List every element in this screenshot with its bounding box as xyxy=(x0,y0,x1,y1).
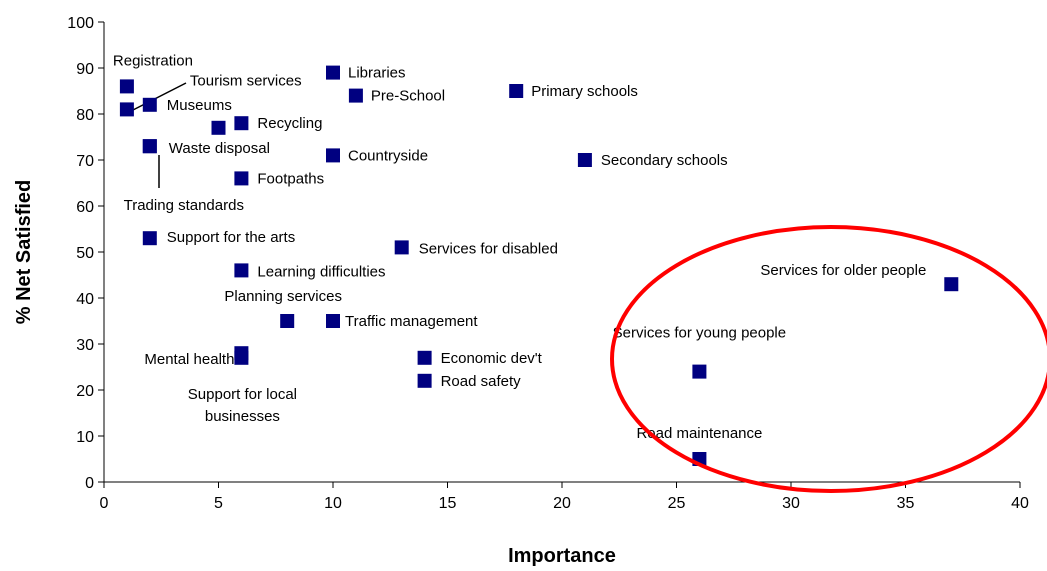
x-tick-label: 10 xyxy=(324,495,342,512)
highlight-ellipse xyxy=(610,225,1047,493)
y-tick-label: 10 xyxy=(76,429,94,446)
point-label: Trading standards xyxy=(124,197,244,214)
data-point xyxy=(234,116,249,131)
y-tick-label: 50 xyxy=(76,245,94,262)
data-point xyxy=(119,79,134,94)
point-label: Recycling xyxy=(257,115,322,132)
point-label: Traffic management xyxy=(345,313,478,330)
data-point xyxy=(280,314,295,328)
point-label: Services for disabled xyxy=(419,240,558,257)
data-point xyxy=(142,231,157,246)
data-point xyxy=(326,65,340,80)
point-label: Waste disposal xyxy=(169,140,270,157)
point-label: Road maintenance xyxy=(636,425,762,442)
y-tick-label: 90 xyxy=(76,61,94,78)
data-point xyxy=(234,350,249,365)
y-tick-label: 0 xyxy=(85,475,94,492)
point-label: Services for older people xyxy=(760,262,926,279)
point-label: Tourism services xyxy=(190,72,302,89)
x-tick-label: 15 xyxy=(439,495,457,512)
data-point xyxy=(211,120,226,135)
x-tick-label: 40 xyxy=(1011,495,1029,512)
data-point xyxy=(692,364,707,379)
point-label: Libraries xyxy=(348,65,406,82)
point-label: Services for young people xyxy=(613,325,786,342)
y-tick-label: 60 xyxy=(76,199,94,216)
point-label: Museums xyxy=(167,97,232,114)
point-label: Learning difficulties xyxy=(257,263,385,280)
data-point xyxy=(394,240,409,255)
x-ticks: 0 5 10 15 20 25 30 35 40 xyxy=(100,482,1029,512)
y-tick-label: 30 xyxy=(76,337,94,354)
point-label: Economic dev't xyxy=(441,350,543,367)
point-label: Planning services xyxy=(224,288,342,305)
data-point xyxy=(142,139,157,154)
y-tick-label: 100 xyxy=(67,15,94,32)
data-point xyxy=(348,88,363,103)
point-label: Support for local businesses xyxy=(188,386,297,425)
data-point xyxy=(234,171,249,186)
leader-line-tourism xyxy=(132,82,187,111)
data-points xyxy=(119,65,959,466)
y-tick-label: 80 xyxy=(76,107,94,124)
data-point xyxy=(234,263,249,278)
point-label: Mental health xyxy=(144,351,234,368)
data-point xyxy=(577,153,592,167)
point-label: Footpaths xyxy=(257,170,324,187)
point-label: Countryside xyxy=(348,147,428,164)
x-tick-label: 5 xyxy=(214,495,223,512)
point-label: Pre-School xyxy=(371,88,445,105)
y-tick-label: 40 xyxy=(76,291,94,308)
point-label: Primary schools xyxy=(531,83,638,100)
x-tick-label: 25 xyxy=(668,495,686,512)
leader-lines xyxy=(132,82,187,188)
y-tick-label: 20 xyxy=(76,383,94,400)
y-axis-title: % Net Satisfied xyxy=(13,180,35,324)
data-point xyxy=(142,97,157,112)
y-tick-label: 70 xyxy=(76,153,94,170)
x-axis-title: Importance xyxy=(508,545,616,567)
data-point xyxy=(119,102,134,117)
data-point xyxy=(417,373,432,388)
x-tick-label: 35 xyxy=(897,495,915,512)
data-point xyxy=(944,277,959,292)
y-ticks: 0 10 20 30 40 50 60 70 80 90 100 xyxy=(67,15,104,492)
x-tick-label: 30 xyxy=(782,495,800,512)
data-point xyxy=(326,314,340,328)
x-tick-label: 0 xyxy=(100,495,109,512)
data-point xyxy=(326,148,340,163)
point-labels: Registration Tourism services Museums Libra… xyxy=(113,52,926,442)
point-label: Support for the arts xyxy=(167,229,295,246)
data-point xyxy=(509,84,524,98)
point-label: Registration xyxy=(113,52,193,69)
point-label: Road safety xyxy=(441,373,522,390)
x-tick-label: 20 xyxy=(553,495,571,512)
point-label: Secondary schools xyxy=(601,152,728,169)
data-point xyxy=(417,350,432,365)
